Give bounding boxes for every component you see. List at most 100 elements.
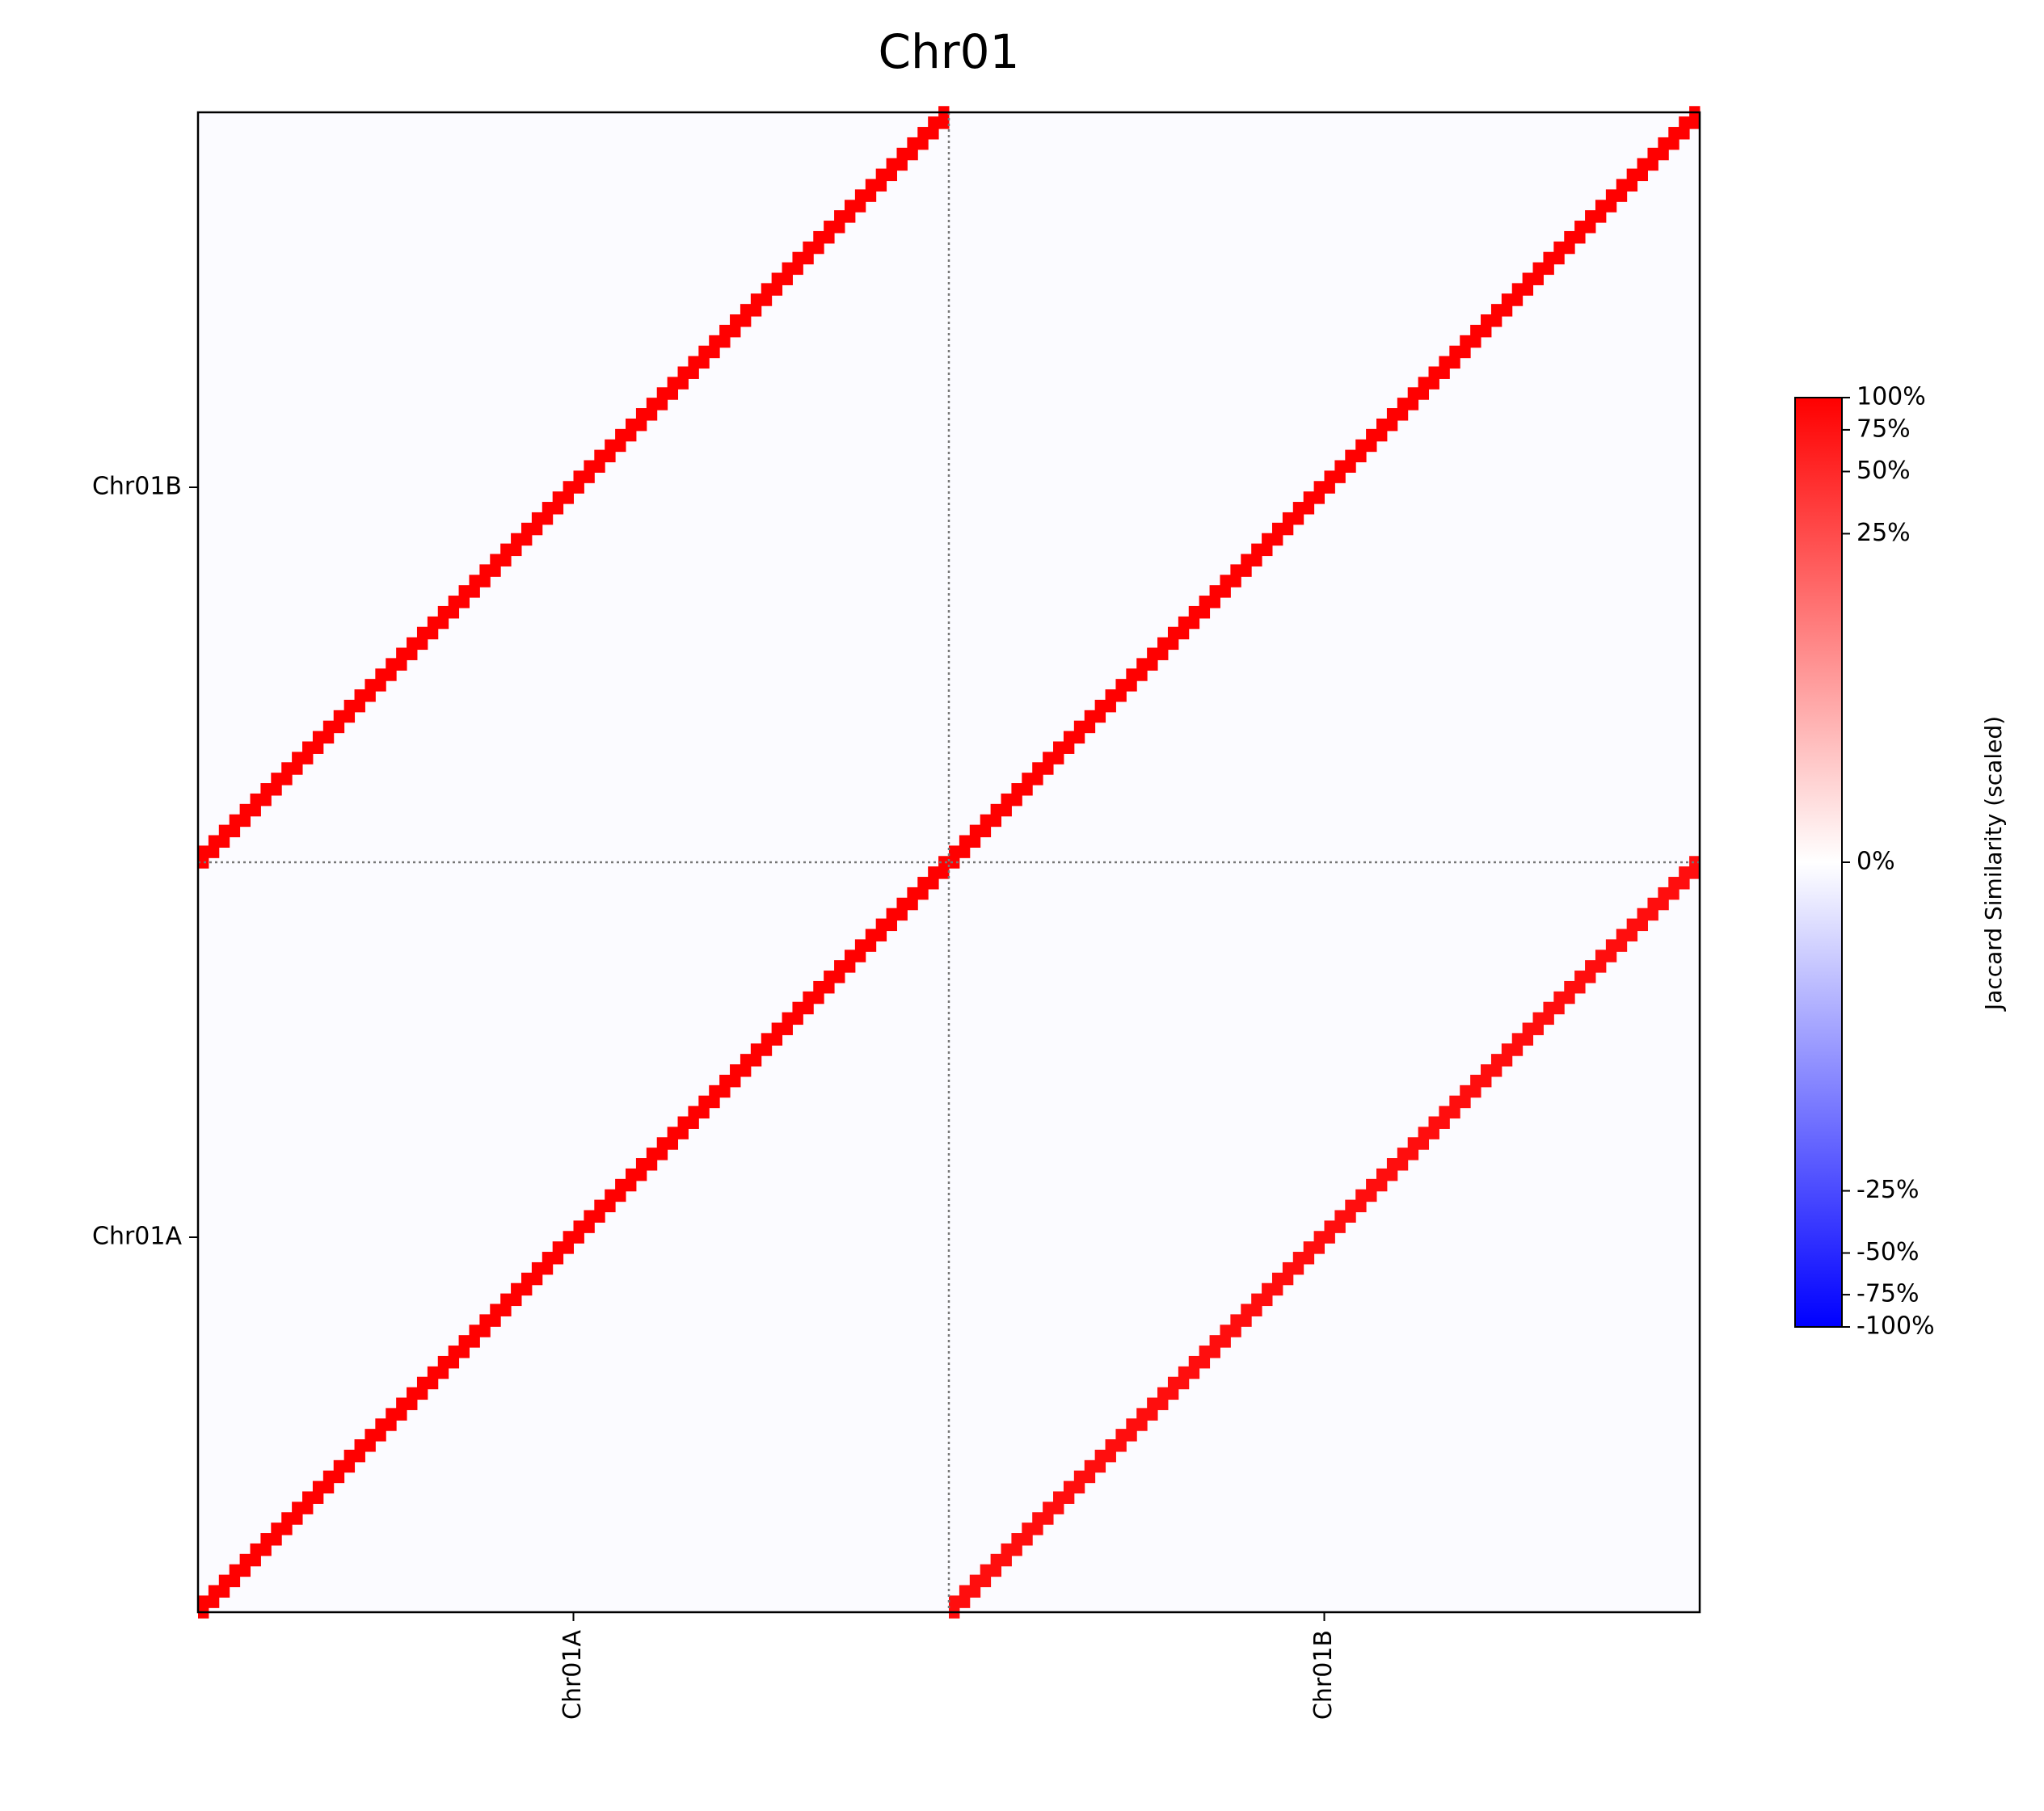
heatmap-cell [511,1282,522,1307]
heatmap-cell [1397,1148,1409,1171]
heatmap-cell [782,1012,793,1035]
heatmap-cell [1605,189,1617,213]
heatmap-block [949,856,1701,1619]
heatmap-cell [615,1178,626,1202]
heatmap-cell [803,991,814,1015]
heatmap-cell [1053,1491,1064,1514]
heatmap-cell [1084,1459,1096,1484]
heatmap-cell [896,147,908,171]
heatmap-cell [1616,179,1628,202]
heatmap-cell [198,1595,209,1619]
heatmap-cell [1585,960,1596,983]
heatmap-cell [605,439,616,463]
heatmap-cell [1511,283,1524,306]
heatmap-cell [396,647,407,671]
heatmap-cell [730,314,741,338]
heatmap-cell [1470,1074,1481,1098]
heatmap-cell [271,773,282,796]
colorbar-tick-label: 0% [1856,848,1895,876]
heatmap-cell [896,897,908,921]
heatmap-cell [208,835,220,858]
heatmap-cell [563,481,574,504]
heatmap-cell [635,408,647,432]
heatmap-cell [1303,1241,1315,1265]
heatmap-cell [1386,408,1398,432]
heatmap-cell [427,616,439,640]
heatmap-cell [1324,470,1335,494]
heatmap-cell [1490,1054,1502,1077]
heatmap-cell [542,502,554,525]
heatmap-cell [824,971,835,994]
heatmap-cell [1209,1335,1220,1358]
x-tick-label: Chr01B [1309,1630,1338,1720]
heatmap-cell [1679,116,1690,140]
heatmap-cell [1073,1470,1085,1494]
heatmap-cell [1053,741,1064,764]
heatmap-cell [959,1585,971,1608]
heatmap-cell [605,1189,616,1213]
heatmap-cell [875,168,887,192]
heatmap-cell [740,304,752,327]
heatmap-cell [1418,377,1430,400]
heatmap-cell [949,845,960,869]
heatmap-cell [594,1199,605,1223]
heatmap-cell [1230,1314,1241,1337]
heatmap-cell [1574,221,1586,244]
heatmap-cell [250,1543,261,1567]
heatmap-cell [1605,939,1617,962]
heatmap-cell [959,835,971,858]
heatmap-cell [302,1491,314,1514]
heatmap-cell [865,929,877,952]
colorbar [1794,397,1843,1328]
heatmap-cell [1345,449,1356,473]
heatmap-cell [761,283,773,306]
heatmap-cell [1032,762,1043,785]
heatmap-cell [229,1564,241,1588]
heatmap-cell [886,908,897,932]
heatmap-cell [1313,481,1325,504]
heatmap-cell [928,116,939,140]
heatmap-cell [1043,1501,1054,1525]
colorbar-tick-label: 100% [1856,383,1926,411]
heatmap-cell [511,533,522,557]
heatmap-cell [490,1303,501,1327]
colorbar-tick-label: -100% [1856,1312,1935,1341]
heatmap-cell [1553,991,1565,1015]
heatmap-cell [813,980,824,1004]
heatmap-cell [1043,752,1054,775]
heatmap-cell [865,179,877,202]
heatmap-cell [375,668,386,692]
heatmap-cell [343,1449,356,1473]
heatmap-cell [1157,1387,1169,1410]
heatmap-block [198,106,950,869]
heatmap-cell [677,1116,689,1139]
heatmap-cell [1105,689,1116,713]
heatmap-cell [1147,647,1158,671]
heatmap-cell [1032,1512,1043,1535]
heatmap-cell [1532,262,1544,285]
heatmap-cell [1481,314,1492,338]
heatmap-cell [1428,1116,1439,1139]
heatmap-cell [260,1533,272,1556]
colorbar-tick-label: 50% [1856,457,1911,485]
heatmap-cell [271,1523,282,1546]
heatmap-cell [1282,512,1294,536]
colorbar-tick-label: -25% [1856,1176,1920,1204]
heatmap-cell [656,1137,668,1160]
heatmap-cell [1251,1293,1262,1316]
heatmap-cell [886,158,897,182]
axes-frame [196,111,1701,1614]
heatmap-cell [365,679,376,702]
heatmap-cell [719,324,731,348]
heatmap-cell [1668,127,1679,150]
heatmap-cell [354,689,365,713]
heatmap-cell [437,605,449,630]
heatmap-cell [365,1429,376,1452]
heatmap-cell [1073,720,1085,744]
heatmap-cell [1292,1252,1304,1275]
heatmap-cell [677,366,689,390]
heatmap-cell [1428,366,1439,390]
heatmap-cell [1271,522,1283,546]
heatmap-cell [1522,1022,1534,1046]
heatmap-cell [1011,1533,1022,1556]
